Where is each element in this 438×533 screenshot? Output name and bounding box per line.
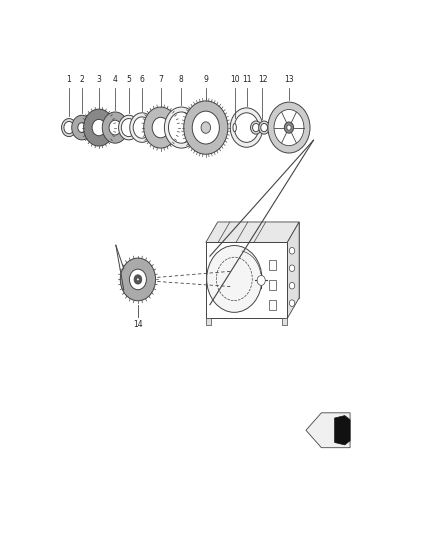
- Text: 2: 2: [80, 76, 84, 84]
- Circle shape: [129, 269, 146, 290]
- Text: 14: 14: [133, 320, 143, 329]
- Circle shape: [78, 123, 86, 133]
- Polygon shape: [206, 243, 287, 318]
- Ellipse shape: [233, 124, 237, 132]
- Circle shape: [119, 115, 139, 140]
- Circle shape: [152, 117, 169, 138]
- Circle shape: [290, 247, 295, 254]
- Circle shape: [92, 119, 106, 136]
- Text: 9: 9: [203, 76, 208, 84]
- Text: 10: 10: [230, 76, 240, 84]
- Text: 3: 3: [96, 76, 101, 84]
- Circle shape: [268, 102, 310, 153]
- Circle shape: [144, 107, 178, 148]
- Circle shape: [257, 276, 265, 285]
- Circle shape: [121, 118, 136, 136]
- Circle shape: [72, 115, 92, 140]
- Circle shape: [284, 122, 293, 133]
- Circle shape: [133, 117, 151, 138]
- Circle shape: [184, 101, 228, 154]
- Polygon shape: [206, 318, 211, 325]
- Circle shape: [290, 265, 295, 271]
- Circle shape: [164, 107, 198, 148]
- Text: 4: 4: [113, 76, 118, 84]
- Circle shape: [259, 121, 269, 134]
- Circle shape: [64, 122, 74, 134]
- Ellipse shape: [232, 120, 238, 135]
- Polygon shape: [287, 222, 299, 318]
- Circle shape: [192, 111, 219, 144]
- Circle shape: [102, 112, 128, 143]
- Circle shape: [109, 120, 121, 135]
- Circle shape: [137, 278, 139, 281]
- Text: 7: 7: [158, 76, 163, 84]
- Polygon shape: [335, 416, 350, 445]
- Text: 5: 5: [126, 76, 131, 84]
- Circle shape: [234, 113, 259, 142]
- Circle shape: [251, 121, 261, 134]
- Text: 6: 6: [140, 76, 145, 84]
- Text: 1: 1: [67, 76, 71, 84]
- Circle shape: [201, 122, 211, 133]
- Circle shape: [253, 124, 259, 132]
- Circle shape: [169, 112, 194, 143]
- Text: 8: 8: [179, 76, 184, 84]
- Circle shape: [130, 113, 154, 142]
- Polygon shape: [218, 222, 299, 298]
- Circle shape: [120, 258, 155, 301]
- Text: 12: 12: [258, 76, 267, 84]
- Circle shape: [61, 118, 77, 136]
- Text: 11: 11: [242, 76, 251, 84]
- Circle shape: [207, 246, 262, 312]
- Circle shape: [290, 300, 295, 306]
- Circle shape: [230, 108, 263, 147]
- Circle shape: [261, 124, 268, 132]
- Polygon shape: [282, 318, 287, 325]
- Polygon shape: [206, 222, 299, 243]
- Circle shape: [274, 109, 304, 146]
- Polygon shape: [306, 413, 350, 448]
- Circle shape: [290, 282, 295, 289]
- Text: 13: 13: [284, 76, 294, 84]
- Circle shape: [287, 125, 291, 130]
- Circle shape: [134, 275, 142, 284]
- Circle shape: [84, 109, 114, 146]
